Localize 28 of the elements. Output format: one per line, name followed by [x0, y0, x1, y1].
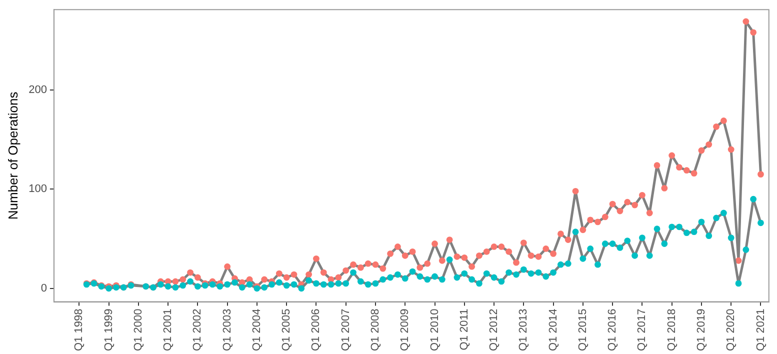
x-tick-label: Q1 2013: [518, 308, 530, 351]
x-tick-label: Q1 2019: [695, 308, 708, 351]
x-tick-label: Q1 2006: [310, 308, 322, 351]
x-tick-label: Q1 2009: [399, 308, 412, 351]
x-tick-label: Q1 2011: [458, 308, 470, 350]
x-tick-label: Q1 1998: [73, 308, 86, 351]
x-tick-label: Q1 2014: [547, 308, 560, 351]
y-axis-title: Number of Operations: [5, 91, 20, 220]
x-tick-label: Q1 2001: [162, 308, 174, 351]
x-tick-label: Q1 1999: [102, 308, 115, 351]
x-tick-label: Q1 2016: [606, 308, 619, 351]
x-tick-label: Q1 2003: [221, 308, 234, 351]
x-tick-label: Q1 2008: [370, 308, 382, 351]
x-tick-label: Q1 2015: [576, 308, 589, 351]
x-tick-label: Q1 2020: [725, 308, 738, 351]
x-tick-label: Q1 2012: [488, 308, 500, 351]
y-tick-label: 100: [28, 183, 47, 196]
x-tick-label: Q1 2002: [192, 308, 204, 351]
x-tick-label: Q1 2018: [666, 308, 678, 351]
x-tick-label: Q1 2021: [754, 308, 767, 351]
x-tick-label: Q1 2005: [280, 308, 293, 351]
y-tick-label: 200: [28, 84, 47, 96]
x-tick-label: Q1 2004: [250, 308, 263, 351]
x-tick-label: Q1 2017: [636, 308, 648, 351]
x-tick-label: Q1 2010: [428, 308, 441, 351]
x-tick-label: Q1 2007: [340, 308, 352, 351]
y-tick-label: 0: [40, 282, 47, 294]
x-tick-label: Q1 2000: [132, 308, 144, 351]
